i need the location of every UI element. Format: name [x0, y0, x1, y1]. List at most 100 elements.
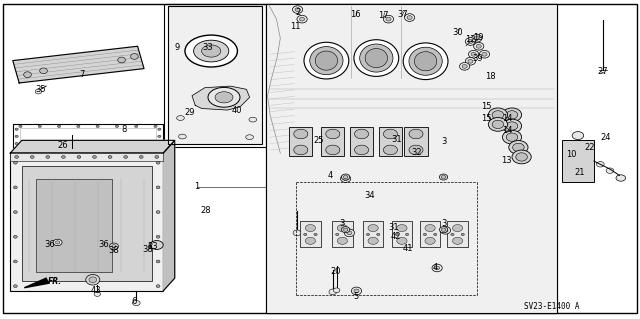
Ellipse shape — [38, 125, 42, 128]
Ellipse shape — [616, 175, 625, 181]
Ellipse shape — [337, 237, 348, 244]
Ellipse shape — [468, 59, 473, 63]
Ellipse shape — [482, 52, 487, 56]
Text: 3: 3 — [340, 219, 345, 228]
Ellipse shape — [30, 156, 34, 159]
Ellipse shape — [295, 8, 300, 11]
Text: 42: 42 — [391, 232, 401, 241]
Ellipse shape — [409, 47, 442, 75]
Ellipse shape — [366, 234, 370, 235]
Text: 15: 15 — [481, 114, 492, 122]
Ellipse shape — [150, 241, 163, 249]
Ellipse shape — [460, 63, 470, 70]
Ellipse shape — [109, 243, 118, 249]
Text: 4: 4 — [433, 263, 438, 272]
Bar — [562, 140, 594, 182]
Ellipse shape — [13, 235, 17, 238]
Ellipse shape — [40, 68, 47, 74]
Ellipse shape — [132, 300, 140, 306]
Ellipse shape — [13, 285, 17, 288]
Text: 35: 35 — [35, 85, 45, 94]
Text: 1: 1 — [195, 182, 200, 191]
Ellipse shape — [596, 161, 604, 167]
Ellipse shape — [94, 292, 100, 296]
Ellipse shape — [303, 234, 307, 235]
Ellipse shape — [156, 211, 160, 213]
Ellipse shape — [396, 234, 399, 235]
Ellipse shape — [294, 129, 308, 139]
Ellipse shape — [376, 234, 380, 235]
Text: 11: 11 — [291, 22, 301, 31]
Bar — [13, 124, 163, 148]
Ellipse shape — [409, 129, 423, 139]
Ellipse shape — [383, 145, 397, 155]
Ellipse shape — [93, 156, 97, 159]
Text: 28: 28 — [200, 206, 211, 215]
Text: 2: 2 — [295, 8, 300, 17]
Text: 7: 7 — [79, 70, 84, 79]
Ellipse shape — [344, 229, 355, 237]
Text: 12: 12 — [465, 35, 476, 44]
Ellipse shape — [124, 156, 127, 159]
Ellipse shape — [440, 226, 451, 234]
Ellipse shape — [156, 260, 160, 263]
Ellipse shape — [61, 156, 65, 159]
Ellipse shape — [13, 260, 17, 263]
Ellipse shape — [451, 234, 454, 235]
Text: 8: 8 — [122, 125, 127, 134]
Ellipse shape — [452, 225, 463, 232]
Bar — [420, 221, 440, 247]
Ellipse shape — [425, 225, 435, 232]
Ellipse shape — [333, 288, 340, 293]
Ellipse shape — [35, 89, 42, 94]
Ellipse shape — [46, 156, 50, 159]
Bar — [404, 127, 428, 156]
Text: 38: 38 — [142, 245, 152, 254]
Ellipse shape — [502, 130, 522, 144]
Ellipse shape — [294, 145, 308, 155]
Ellipse shape — [397, 225, 407, 232]
Ellipse shape — [15, 142, 19, 145]
Text: 33: 33 — [202, 43, 212, 52]
Text: 30: 30 — [452, 28, 463, 37]
Ellipse shape — [439, 226, 448, 233]
Ellipse shape — [425, 237, 435, 244]
Ellipse shape — [246, 135, 253, 140]
Ellipse shape — [156, 285, 160, 288]
Ellipse shape — [342, 226, 350, 233]
Ellipse shape — [343, 177, 348, 181]
Text: 17: 17 — [378, 11, 388, 20]
Text: 6: 6 — [132, 297, 137, 306]
Text: 38: 38 — [108, 246, 118, 255]
Ellipse shape — [415, 52, 437, 71]
Ellipse shape — [149, 242, 158, 248]
Ellipse shape — [293, 230, 301, 236]
Ellipse shape — [305, 225, 316, 232]
Ellipse shape — [177, 116, 184, 121]
Ellipse shape — [468, 40, 473, 43]
Ellipse shape — [156, 186, 160, 189]
Bar — [266, 4, 557, 313]
Text: 21: 21 — [575, 168, 585, 177]
Ellipse shape — [443, 228, 448, 232]
Ellipse shape — [506, 133, 518, 141]
Ellipse shape — [24, 72, 31, 78]
Ellipse shape — [77, 156, 81, 159]
Ellipse shape — [297, 15, 307, 23]
Ellipse shape — [407, 16, 412, 19]
Ellipse shape — [58, 145, 61, 147]
Bar — [22, 166, 152, 281]
Ellipse shape — [509, 140, 528, 154]
Ellipse shape — [432, 264, 442, 272]
Ellipse shape — [314, 234, 317, 235]
Ellipse shape — [354, 289, 359, 293]
Ellipse shape — [140, 156, 143, 159]
Ellipse shape — [383, 129, 397, 139]
Ellipse shape — [365, 48, 388, 68]
Ellipse shape — [304, 42, 349, 79]
Ellipse shape — [155, 156, 159, 159]
Ellipse shape — [442, 228, 445, 231]
Ellipse shape — [461, 234, 465, 235]
Text: 13: 13 — [501, 156, 511, 165]
Ellipse shape — [19, 145, 22, 147]
